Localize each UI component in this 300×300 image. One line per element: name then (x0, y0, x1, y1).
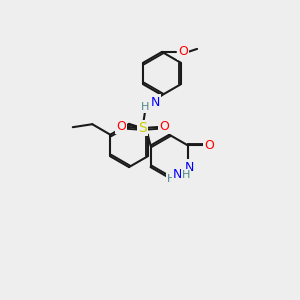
Text: O: O (159, 120, 169, 133)
Text: N: N (173, 168, 182, 182)
Text: N: N (150, 95, 160, 109)
Text: O: O (204, 139, 214, 152)
Text: N: N (185, 160, 194, 174)
Text: O: O (178, 45, 188, 58)
Text: H: H (182, 170, 190, 180)
Text: O: O (116, 120, 126, 133)
Text: S: S (138, 121, 147, 135)
Text: H: H (167, 174, 175, 184)
Text: H: H (141, 102, 150, 112)
